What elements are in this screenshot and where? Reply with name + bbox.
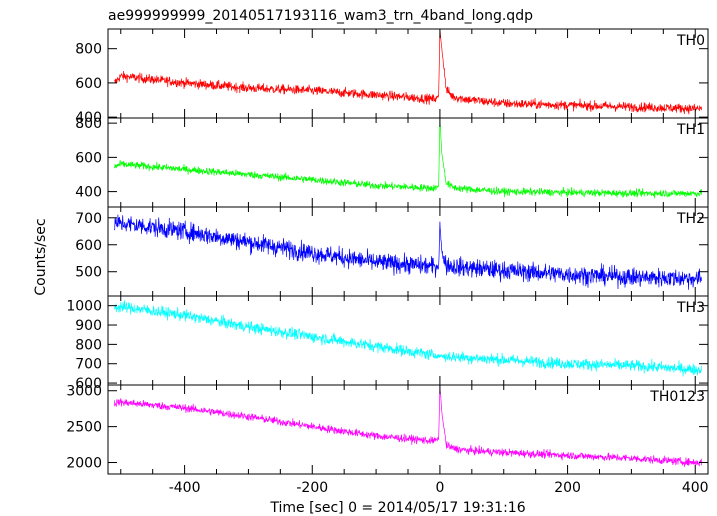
x-tick-label: -400 xyxy=(169,480,201,496)
y-tick-label: 900 xyxy=(75,318,102,334)
panel-label-th1: TH1 xyxy=(676,122,705,138)
y-tick-label: 800 xyxy=(75,337,102,353)
y-tick-label: 700 xyxy=(75,211,102,227)
y-tick-label: 1000 xyxy=(66,299,102,315)
series-th3-line xyxy=(114,299,702,377)
panels: TH0 400 600 800 TH1 400 600 800 TH2 500 600 700 TH3 6… xyxy=(66,28,709,496)
y-tick-label: 700 xyxy=(75,357,102,373)
y-tick-label: 600 xyxy=(75,150,102,166)
series-th1-line xyxy=(114,118,702,199)
x-axis-label: Time [sec] 0 = 2014/05/17 19:31:16 xyxy=(269,500,525,516)
x-tick-label: -200 xyxy=(296,480,328,496)
series-th2-line xyxy=(114,214,702,290)
series-th0-line xyxy=(114,29,702,115)
y-tick-label: 500 xyxy=(75,265,102,281)
panel-label-th2: TH2 xyxy=(676,211,705,227)
panel-label-th0123: TH0123 xyxy=(649,389,705,405)
y-tick-label: 600 xyxy=(75,376,102,392)
panel-frame-th3 xyxy=(107,295,709,386)
panel-frame-th0123 xyxy=(107,384,709,475)
y-tick-label: 600 xyxy=(75,76,102,92)
y-tick-label: 800 xyxy=(75,42,102,58)
y-tick-label: 2500 xyxy=(66,420,102,436)
y-tick-label: 600 xyxy=(75,238,102,254)
y-tick-label: 400 xyxy=(75,185,102,201)
x-tick-label: 200 xyxy=(554,480,581,496)
y-axis-label: Counts/sec xyxy=(33,218,49,295)
chart-title: ae999999999_20140517193116_wam3_trn_4ban… xyxy=(108,8,533,24)
panel-label-th3: TH3 xyxy=(676,300,705,316)
y-tick-label: 3000 xyxy=(66,384,102,400)
y-tick-label: 2000 xyxy=(66,456,102,472)
y-tick-label: 800 xyxy=(75,116,102,132)
panel-label-th0: TH0 xyxy=(676,33,705,49)
x-tick-label: 0 xyxy=(435,480,444,496)
series-th0123-line xyxy=(114,386,702,467)
x-tick-label: 400 xyxy=(682,480,709,496)
y-tick-label: 400 xyxy=(75,110,102,126)
